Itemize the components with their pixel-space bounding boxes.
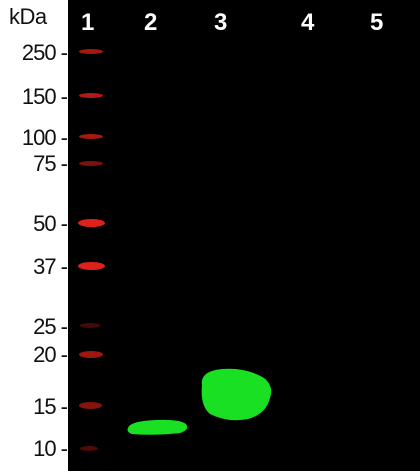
mw-label-75: 75 -: [33, 151, 68, 176]
mw-label-150: 150 -: [21, 84, 68, 109]
lane-number-1: 1: [81, 9, 95, 36]
lane-number-3: 3: [214, 9, 228, 36]
blot-image: 1 2 3 4 5: [68, 0, 420, 471]
mw-label-20: 20 -: [33, 342, 68, 367]
ladder-band-75: [79, 161, 103, 166]
mw-label-15: 15 -: [33, 394, 68, 419]
lane-3-band: [201, 368, 272, 421]
mw-label-37: 37 -: [33, 254, 68, 279]
sample-bands: [127, 368, 272, 435]
lane-number-4: 4: [301, 9, 315, 36]
mw-label-50: 50 -: [33, 211, 68, 236]
ladder-band-25: [80, 323, 100, 328]
mw-label-10: 10 -: [33, 436, 68, 461]
ladder-band-100: [79, 134, 103, 139]
kda-axis-label: kDa: [9, 4, 47, 29]
mw-label-100: 100 -: [21, 125, 68, 150]
ladder-band-150: [79, 93, 103, 98]
lane-number-5: 5: [370, 9, 384, 36]
ladder-band-10: [80, 446, 98, 451]
mw-label-25: 25 -: [33, 314, 68, 339]
ladder-band-20: [79, 351, 103, 358]
lane-2-band: [127, 419, 188, 435]
ladder-band-37: [78, 262, 105, 270]
ladder-band-250: [79, 49, 103, 54]
ladder-band-15: [79, 402, 102, 409]
lane-number-2: 2: [144, 9, 158, 36]
mw-label-250: 250 -: [21, 40, 68, 65]
ladder-band-50: [78, 219, 105, 227]
